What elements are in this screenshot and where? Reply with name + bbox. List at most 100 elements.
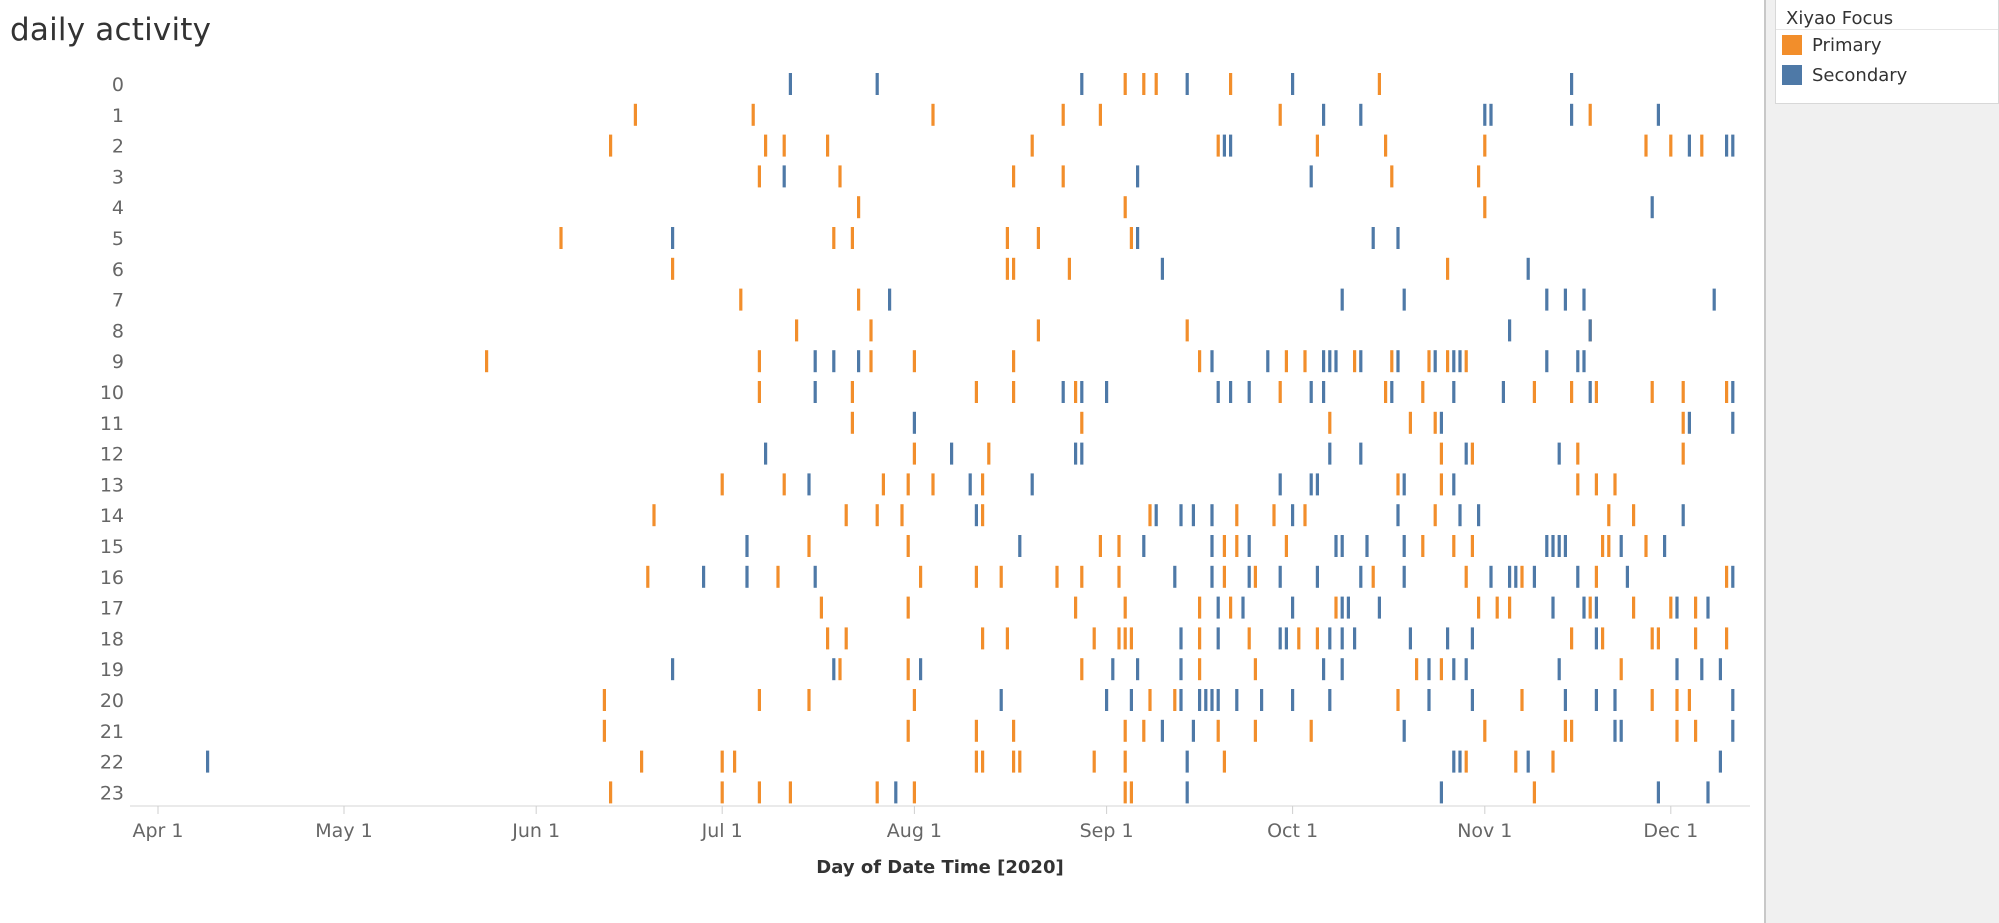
tick-mark-secondary[interactable] <box>1353 627 1357 650</box>
tick-mark-primary[interactable] <box>1297 627 1301 650</box>
tick-mark-primary[interactable] <box>1173 689 1177 711</box>
tick-mark-secondary[interactable] <box>1210 350 1214 373</box>
tick-mark-primary[interactable] <box>1216 134 1220 157</box>
tick-mark-primary[interactable] <box>1607 535 1611 557</box>
tick-mark-primary[interactable] <box>931 103 935 126</box>
tick-mark-primary[interactable] <box>1532 381 1536 403</box>
tick-mark-primary[interactable] <box>1012 719 1016 742</box>
tick-mark-secondary[interactable] <box>1018 535 1022 557</box>
tick-mark-secondary[interactable] <box>1340 658 1344 681</box>
tick-mark-primary[interactable] <box>1421 381 1425 403</box>
tick-mark-primary[interactable] <box>1229 73 1233 95</box>
tick-mark-secondary[interactable] <box>1346 596 1350 619</box>
tick-mark-secondary[interactable] <box>1160 257 1164 280</box>
tick-mark-primary[interactable] <box>1694 719 1698 742</box>
tick-mark-primary[interactable] <box>912 442 916 465</box>
tick-mark-secondary[interactable] <box>1588 319 1592 342</box>
tick-mark-secondary[interactable] <box>1731 134 1735 157</box>
tick-mark-primary[interactable] <box>1384 134 1388 157</box>
tick-mark-secondary[interactable] <box>1594 689 1598 711</box>
tick-mark-primary[interactable] <box>1452 535 1456 557</box>
tick-mark-primary[interactable] <box>1129 627 1133 650</box>
tick-mark-secondary[interactable] <box>1563 535 1567 557</box>
tick-mark-primary[interactable] <box>720 781 724 804</box>
tick-mark-primary[interactable] <box>850 411 854 434</box>
tick-mark-primary[interactable] <box>1061 165 1065 188</box>
tick-mark-primary[interactable] <box>1632 504 1636 527</box>
tick-mark-secondary[interactable] <box>1105 689 1109 711</box>
tick-mark-primary[interactable] <box>1216 719 1220 742</box>
tick-mark-secondary[interactable] <box>1731 381 1735 403</box>
tick-mark-secondary[interactable] <box>1185 73 1189 95</box>
tick-mark-secondary[interactable] <box>1328 442 1332 465</box>
tick-mark-secondary[interactable] <box>1105 381 1109 403</box>
tick-mark-primary[interactable] <box>1117 627 1121 650</box>
tick-mark-secondary[interactable] <box>999 689 1003 711</box>
tick-mark-primary[interactable] <box>1253 719 1257 742</box>
tick-mark-secondary[interactable] <box>1179 689 1183 711</box>
tick-mark-secondary[interactable] <box>1427 689 1431 711</box>
tick-mark-primary[interactable] <box>1390 350 1394 373</box>
tick-mark-primary[interactable] <box>838 658 842 681</box>
tick-mark-primary[interactable] <box>912 689 916 711</box>
tick-mark-primary[interactable] <box>906 719 910 742</box>
tick-mark-primary[interactable] <box>1594 565 1598 588</box>
tick-mark-secondary[interactable] <box>1551 535 1555 557</box>
tick-mark-primary[interactable] <box>1669 596 1673 619</box>
tick-mark-secondary[interactable] <box>1681 504 1685 527</box>
tick-mark-secondary[interactable] <box>1402 473 1406 496</box>
tick-mark-secondary[interactable] <box>912 411 916 434</box>
tick-mark-primary[interactable] <box>906 535 910 557</box>
tick-mark-secondary[interactable] <box>1359 350 1363 373</box>
tick-mark-secondary[interactable] <box>1650 196 1654 219</box>
tick-mark-secondary[interactable] <box>1706 781 1710 804</box>
tick-mark-primary[interactable] <box>733 750 737 773</box>
tick-mark-secondary[interactable] <box>1328 689 1332 711</box>
tick-mark-primary[interactable] <box>1669 134 1673 157</box>
tick-mark-secondary[interactable] <box>1514 565 1518 588</box>
tick-mark-secondary[interactable] <box>1334 350 1338 373</box>
tick-mark-primary[interactable] <box>1005 227 1009 249</box>
tick-mark-primary[interactable] <box>1470 442 1474 465</box>
tick-mark-primary[interactable] <box>981 750 985 773</box>
tick-mark-secondary[interactable] <box>1551 596 1555 619</box>
tick-mark-secondary[interactable] <box>894 781 898 804</box>
tick-mark-primary[interactable] <box>1477 165 1481 188</box>
tick-mark-secondary[interactable] <box>832 350 836 373</box>
tick-mark-primary[interactable] <box>1012 750 1016 773</box>
tick-mark-secondary[interactable] <box>1179 658 1183 681</box>
tick-mark-secondary[interactable] <box>1656 103 1660 126</box>
tick-mark-primary[interactable] <box>1092 627 1096 650</box>
tick-mark-secondary[interactable] <box>1291 596 1295 619</box>
tick-mark-primary[interactable] <box>850 381 854 403</box>
tick-mark-secondary[interactable] <box>1322 381 1326 403</box>
tick-mark-secondary[interactable] <box>1340 288 1344 311</box>
tick-mark-primary[interactable] <box>720 750 724 773</box>
tick-mark-secondary[interactable] <box>1464 658 1468 681</box>
tick-mark-primary[interactable] <box>1613 473 1617 496</box>
tick-mark-primary[interactable] <box>1142 73 1146 95</box>
tick-mark-primary[interactable] <box>1694 627 1698 650</box>
tick-mark-secondary[interactable] <box>1136 165 1140 188</box>
tick-mark-primary[interactable] <box>1253 658 1257 681</box>
tick-mark-secondary[interactable] <box>206 750 210 773</box>
tick-mark-secondary[interactable] <box>1433 350 1437 373</box>
tick-mark-primary[interactable] <box>1396 473 1400 496</box>
tick-mark-secondary[interactable] <box>1030 473 1034 496</box>
tick-mark-secondary[interactable] <box>671 227 675 249</box>
tick-mark-primary[interactable] <box>1377 73 1381 95</box>
tick-mark-secondary[interactable] <box>1402 719 1406 742</box>
tick-mark-primary[interactable] <box>1067 257 1071 280</box>
legend-item-secondary[interactable]: Secondary <box>1776 60 1998 90</box>
tick-mark-secondary[interactable] <box>1557 535 1561 557</box>
tick-mark-primary[interactable] <box>1328 411 1332 434</box>
tick-mark-primary[interactable] <box>1483 719 1487 742</box>
tick-mark-secondary[interactable] <box>1185 750 1189 773</box>
tick-mark-primary[interactable] <box>912 350 916 373</box>
tick-mark-primary[interactable] <box>1464 565 1468 588</box>
tick-mark-primary[interactable] <box>1483 134 1487 157</box>
tick-mark-secondary[interactable] <box>1390 381 1394 403</box>
tick-mark-secondary[interactable] <box>1284 627 1288 650</box>
tick-mark-secondary[interactable] <box>1322 350 1326 373</box>
tick-mark-primary[interactable] <box>1030 134 1034 157</box>
